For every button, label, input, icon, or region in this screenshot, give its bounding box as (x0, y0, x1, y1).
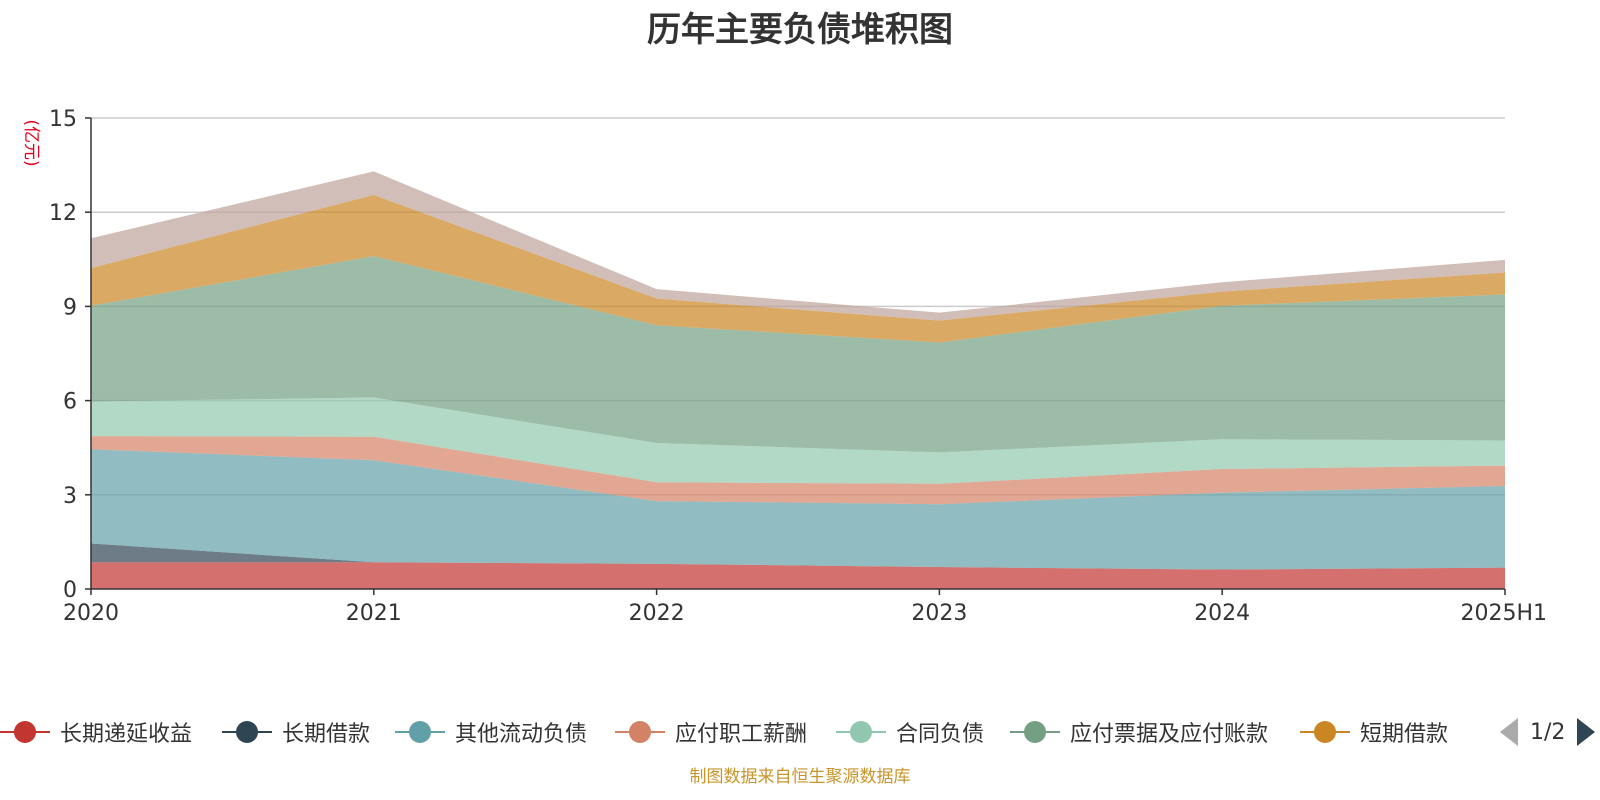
area-series-7 (91, 171, 1505, 321)
legend-symbol-icon (222, 720, 272, 744)
legend-symbol-icon (615, 720, 665, 744)
data-source-note: 制图数据来自恒生聚源数据库 (689, 767, 911, 787)
legend-item[interactable]: 长期递延收益 (0, 712, 192, 752)
legend-label: 应付职工薪酬 (675, 722, 808, 747)
legend-item[interactable]: 其他流动负债 (395, 712, 587, 752)
legend-label: 其他流动负债 (455, 722, 588, 747)
legend-item[interactable]: 短期借款 (1300, 712, 1448, 752)
legend-symbol-icon (1010, 720, 1060, 744)
x-tick-label: 2021 (346, 601, 402, 626)
axes: 0 3 6 9 12 15 2020 2021 2022 2023 2024 2025H1 (亿元) (21, 107, 1547, 626)
area-series-2 (91, 449, 1505, 570)
x-tick-label: 2024 (1194, 601, 1250, 626)
y-tick-label: 12 (49, 201, 77, 226)
legend-item[interactable]: 合同负债 (836, 712, 984, 752)
stacked-area-chart: 0 3 6 9 12 15 2020 2021 2022 2023 2024 2025H1 (亿元) (21, 107, 1547, 626)
chart-title: 历年主要负债堆积图 (647, 10, 953, 50)
area-series (91, 171, 1505, 589)
y-tick-label: 9 (63, 295, 77, 320)
legend-symbol-icon (395, 720, 445, 744)
y-tick-label: 0 (63, 578, 77, 603)
legend-symbol-icon (1300, 720, 1350, 744)
legend-label: 短期借款 (1360, 722, 1449, 747)
area-series-4 (91, 397, 1505, 484)
legend-next-icon[interactable] (1577, 718, 1596, 746)
area-series-3 (91, 436, 1505, 505)
legend-label: 长期递延收益 (60, 722, 193, 747)
legend-label: 合同负债 (896, 722, 985, 747)
legend-item[interactable]: 应付票据及应付账款 (1010, 712, 1268, 752)
y-tick-label: 15 (49, 107, 77, 132)
x-tick-label: 2023 (911, 601, 967, 626)
x-tick-label: 2022 (629, 601, 685, 626)
legend-pager: 1/2 (1500, 712, 1596, 752)
y-tick-label: 3 (63, 484, 77, 509)
area-series-0 (91, 562, 1505, 589)
x-tick-label: 2020 (63, 601, 119, 626)
area-series-6 (91, 194, 1505, 343)
legend-page-indicator: 1/2 (1530, 719, 1566, 745)
legend-label: 长期借款 (282, 722, 371, 747)
legend-label: 应付票据及应付账款 (1070, 722, 1269, 747)
x-tick-label: 2025H1 (1460, 601, 1547, 626)
legend-prev-icon[interactable] (1500, 718, 1518, 746)
legend-symbol-icon (0, 720, 50, 744)
legend-item[interactable]: 长期借款 (222, 712, 370, 752)
legend: 长期递延收益 长期借款 其他流动负债 应付职工薪酬 合同负债 应付票据及应付账款 短期借款 (0, 712, 1600, 752)
y-tick-label: 6 (63, 390, 77, 415)
area-series-5 (91, 256, 1505, 453)
y-axis-unit-label: (亿元) (21, 119, 41, 166)
legend-symbol-icon (836, 720, 886, 744)
legend-item[interactable]: 应付职工薪酬 (615, 712, 807, 752)
